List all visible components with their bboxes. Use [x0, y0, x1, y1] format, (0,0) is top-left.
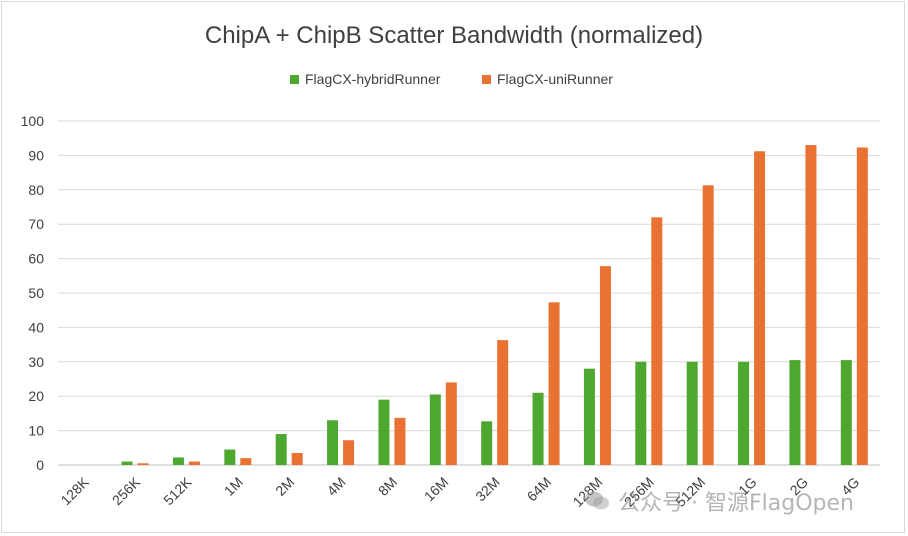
bar-hybrid-8M — [378, 399, 390, 465]
bar-uni-1M — [240, 458, 252, 465]
bar-hybrid-1M — [224, 449, 236, 465]
y-tick-label: 80 — [28, 182, 44, 198]
y-tick-label: 50 — [28, 285, 44, 301]
x-tick-label: 2G — [787, 474, 812, 499]
y-tick-label: 70 — [28, 216, 44, 232]
x-tick-label: 512M — [672, 474, 708, 510]
x-tick-label: 64M — [524, 474, 555, 505]
legend-label: FlagCX-uniRunner — [497, 71, 613, 87]
bar-hybrid-4M — [327, 420, 339, 465]
bar-uni-4G — [856, 147, 868, 465]
bar-uni-16M — [445, 382, 457, 465]
x-tick-label: 2M — [272, 474, 297, 499]
x-tick-label: 32M — [472, 474, 503, 505]
x-tick-label: 128K — [57, 473, 92, 508]
bar-hybrid-64M — [532, 392, 544, 465]
legend-label: FlagCX-hybridRunner — [305, 71, 441, 87]
legend: FlagCX-hybridRunner FlagCX-uniRunner — [290, 71, 613, 87]
y-tick-label: 10 — [28, 423, 44, 439]
bar-uni-1G — [754, 151, 766, 465]
chart-title: ChipA + ChipB Scatter Bandwidth (normali… — [205, 22, 703, 49]
y-tick-label: 30 — [28, 354, 44, 370]
bar-hybrid-4G — [840, 360, 852, 465]
y-tick-label: 0 — [36, 457, 44, 473]
bar-hybrid-1G — [738, 361, 750, 465]
x-tick-label: 4M — [324, 474, 349, 499]
bar-hybrid-512M — [686, 361, 698, 465]
x-tick-label: 128M — [569, 474, 605, 510]
bar-uni-128M — [599, 266, 611, 465]
bar-hybrid-16M — [429, 394, 441, 465]
x-tick-label: 4G — [838, 474, 863, 499]
x-tick-label: 256K — [109, 473, 144, 508]
bar-hybrid-256K — [121, 461, 133, 465]
bar-hybrid-2M — [275, 434, 287, 465]
x-tick-label: 256M — [621, 474, 657, 510]
bar-uni-256M — [651, 217, 663, 465]
legend-swatch — [482, 75, 491, 84]
x-tick-label: 16M — [421, 474, 452, 505]
y-tick-label: 40 — [28, 319, 44, 335]
bar-uni-256K — [137, 463, 149, 465]
bar-hybrid-32M — [481, 421, 493, 465]
bar-uni-2G — [805, 145, 817, 465]
bar-uni-4M — [343, 440, 355, 465]
x-tick-label: 1M — [221, 474, 246, 499]
y-axis-tick-labels: 0 10 20 30 40 50 60 70 80 90 100 — [21, 113, 45, 473]
bar-uni-8M — [394, 417, 406, 465]
y-tick-label: 90 — [28, 147, 44, 163]
y-tick-label: 60 — [28, 251, 44, 267]
bar-uni-512K — [188, 461, 200, 465]
bar-hybrid-128M — [583, 368, 595, 465]
bar-hybrid-2G — [789, 360, 801, 465]
x-tick-label: 8M — [375, 474, 400, 499]
legend-swatch — [290, 75, 299, 84]
bar-uni-512M — [702, 185, 714, 465]
bar-hybrid-512K — [172, 457, 184, 465]
bars — [121, 145, 868, 465]
bar-uni-32M — [497, 340, 509, 465]
bar-uni-64M — [548, 302, 560, 465]
x-axis-tick-labels: 128K 256K 512K 1M 2M 4M 8M 16M 32M 64M 128M 256M 512… — [57, 473, 862, 510]
x-tick-label: 1G — [735, 474, 760, 499]
y-tick-label: 20 — [28, 388, 44, 404]
y-tick-label: 100 — [21, 113, 45, 129]
bar-uni-2M — [291, 452, 303, 465]
x-tick-label: 512K — [160, 473, 195, 508]
bar-hybrid-256M — [635, 361, 647, 465]
